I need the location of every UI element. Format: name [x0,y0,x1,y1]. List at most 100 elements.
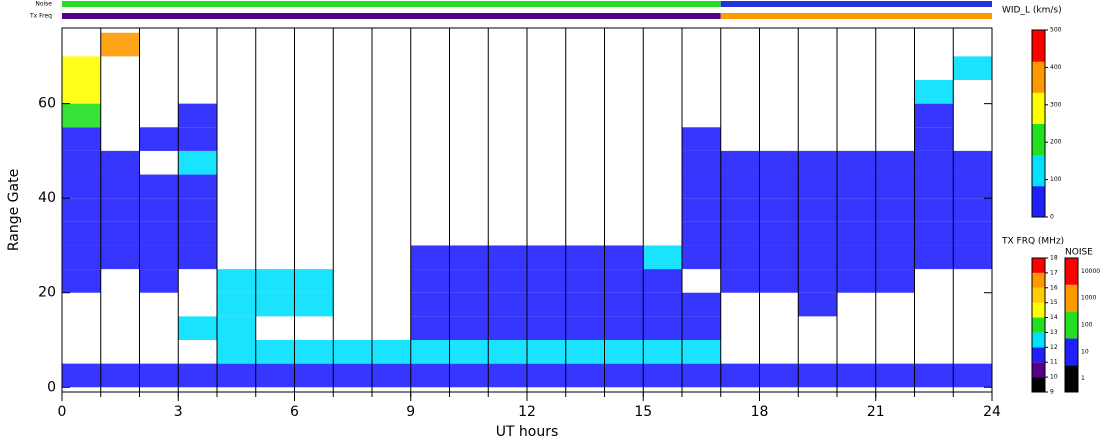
cell [139,198,179,222]
colorbar-segment [1032,185,1045,218]
cell [720,269,760,293]
cell [62,56,101,80]
x-tick-label: 9 [406,404,415,420]
y-axis-label: Range Gate [6,169,22,251]
cell [759,245,799,270]
cell [449,316,489,340]
cell [255,269,295,293]
cell [837,198,876,222]
cell [410,292,450,317]
cell [294,292,334,317]
noise-label: NOISE [1065,248,1093,258]
cell [178,221,217,246]
cell [565,245,605,270]
cell [488,245,527,270]
cell [720,221,760,246]
cell [488,340,527,364]
cell [488,363,527,388]
cell [255,340,295,364]
cell [798,150,837,175]
cell [720,245,760,270]
colorbar-segment [1032,92,1045,124]
txfrq-tick-label: 10 [1050,374,1058,381]
cell [682,245,721,270]
cell [178,174,217,199]
cell [217,292,256,317]
cell [914,127,954,151]
width-label: WID_L (km/s) [1002,6,1062,16]
cell [682,363,721,388]
cell [914,245,954,270]
cell [682,221,721,246]
cell [488,316,527,340]
cell [914,103,954,128]
y-tick-label: 20 [38,285,56,301]
txfrq-frame [1031,257,1046,393]
x-tick-label: 6 [290,404,299,420]
colorbar-segment [1032,123,1045,156]
cell [100,198,140,222]
cell [643,363,682,388]
noise-bar-label: Noise [35,1,52,8]
cell [139,127,179,151]
cell [62,221,101,246]
colorbar-tick-label: 500 [1050,27,1062,34]
cell [643,269,682,293]
noise-band [1065,365,1078,392]
colorbar-tick-label: 0 [1050,214,1054,221]
status-segment [720,13,992,19]
cell [720,150,760,175]
cell [565,292,605,317]
cell [720,363,760,388]
cell [875,245,915,270]
cell [449,340,489,364]
cell [720,198,760,222]
cell [178,198,217,222]
cell [372,363,411,388]
cell [178,127,217,151]
colorbar-segment [1032,154,1045,187]
cell [953,221,992,246]
cell [100,174,140,199]
txfrq-band [1032,347,1045,363]
colorbar-tick-label: 300 [1050,101,1062,108]
cell [565,269,605,293]
txfrq-band [1032,287,1045,303]
cell [759,198,799,222]
txfrq-tick-label: 15 [1050,299,1058,306]
cell [565,363,605,388]
cell [914,221,954,246]
cell [139,363,179,388]
colorbar-tick-label: 100 [1050,176,1062,183]
cell [798,269,837,293]
cell [682,150,721,175]
cell [410,269,450,293]
cell [178,316,217,340]
cell [875,221,915,246]
cell [217,316,256,340]
cell [837,269,876,293]
cell [294,363,334,388]
cell [914,363,954,388]
cell [875,174,915,199]
txfrq-tick-label: 14 [1050,314,1058,321]
cell [953,245,992,270]
txfrq-band [1032,377,1045,392]
cell [604,340,644,364]
cell [953,198,992,222]
noise-tick-label: 10 [1081,348,1089,355]
x-axis-label: UT hours [496,424,559,440]
cell [178,103,217,128]
cell [139,269,179,293]
cell [837,363,876,388]
cell [62,80,101,104]
cell [643,292,682,317]
cell [449,363,489,388]
cell [178,150,217,175]
cell [643,245,682,270]
cell [914,174,954,199]
cell [914,198,954,222]
noise-frame [1064,257,1079,393]
cell [798,292,837,317]
